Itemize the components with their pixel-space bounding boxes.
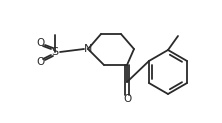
Text: O: O xyxy=(123,94,131,104)
Text: N: N xyxy=(84,44,92,54)
Text: O: O xyxy=(36,57,44,67)
Text: S: S xyxy=(52,47,59,57)
Text: O: O xyxy=(36,38,44,48)
